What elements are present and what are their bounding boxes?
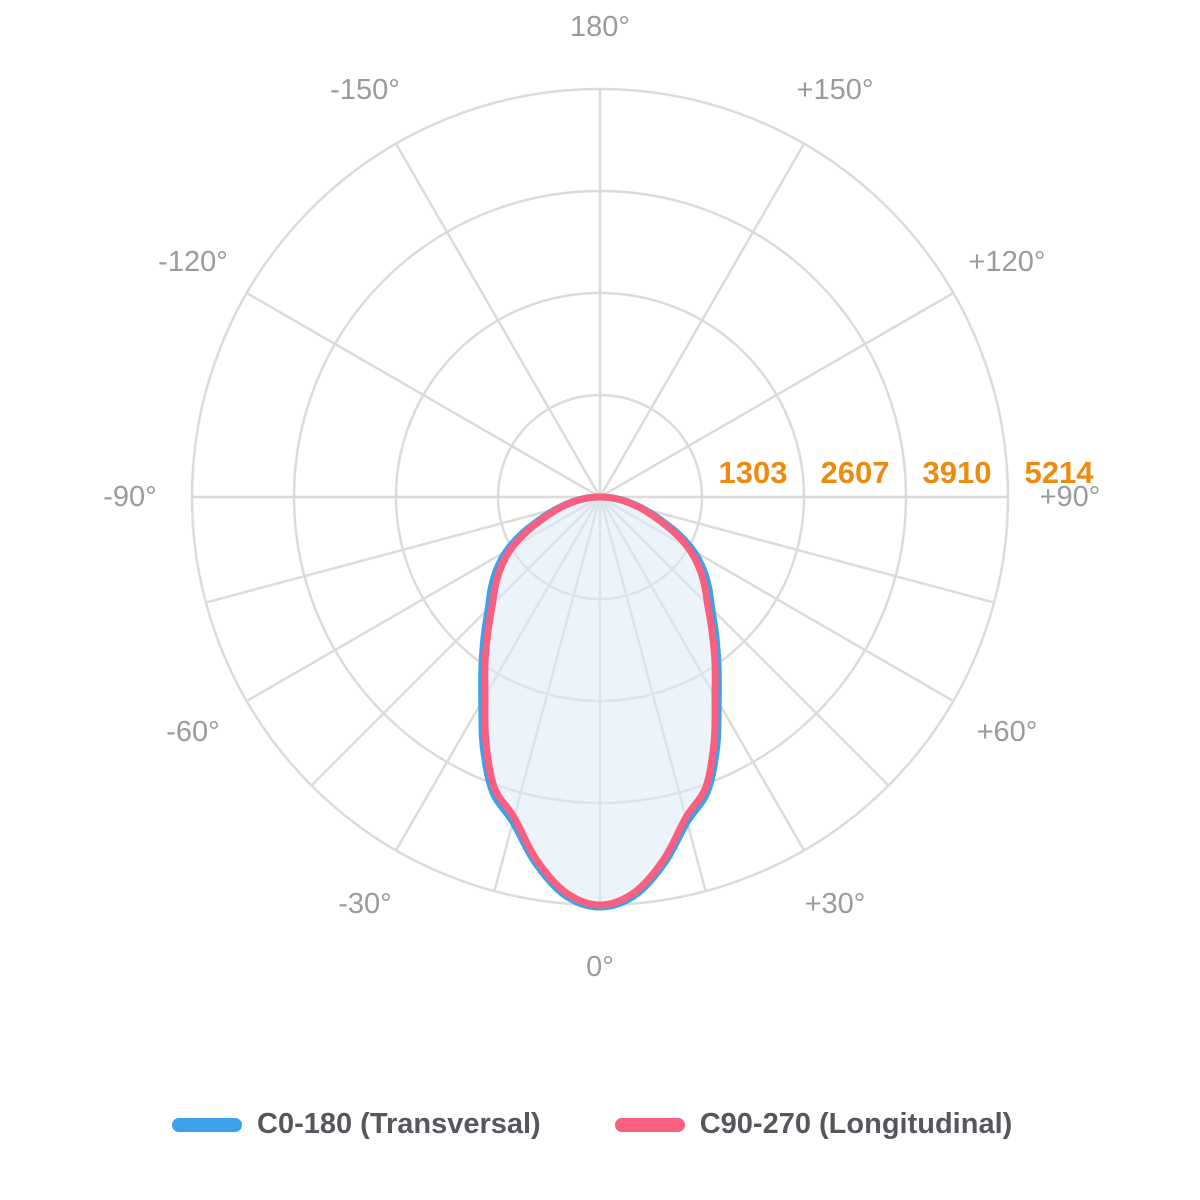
grid-spoke [599, 291, 954, 499]
angle-label: -60° [166, 716, 220, 748]
grid-spoke [246, 291, 601, 499]
grid-spoke [394, 143, 602, 498]
radial-tick-label: 2607 [821, 455, 890, 490]
legend-item-c0-180[interactable]: C0-180 (Transversal) [172, 1108, 541, 1141]
legend-swatch-c0-180 [172, 1117, 242, 1132]
angle-label: +60° [977, 716, 1038, 748]
angle-label: -30° [338, 888, 392, 920]
legend-item-c90-270[interactable]: C90-270 (Longitudinal) [614, 1108, 1013, 1141]
legend-label-c0-180: C0-180 (Transversal) [257, 1108, 541, 1140]
angle-labels: 180° -150° +150° -120° +120° -90° +90° -… [103, 11, 1100, 983]
beam-curves [478, 493, 722, 911]
radial-tick-label: 3910 [923, 455, 992, 490]
angle-label: -120° [158, 246, 228, 278]
legend: C0-180 (Transversal) C90-270 (Longitudin… [172, 1108, 1012, 1141]
angle-label: 180° [570, 11, 630, 43]
legend-swatch-c90-270 [614, 1117, 685, 1132]
radial-tick-label: 5214 [1025, 455, 1095, 490]
grid-spoke [598, 143, 806, 498]
angle-label: +150° [797, 74, 874, 106]
grid-spoke [205, 495, 601, 604]
legend-label-c90-270: C90-270 (Longitudinal) [699, 1108, 1013, 1140]
radial-tick-label: 1303 [719, 455, 788, 490]
angle-label: +90° [1040, 481, 1101, 513]
angle-label: -90° [103, 481, 157, 513]
radial-tick-labels: 1303 2607 3910 5214 [719, 455, 1095, 490]
beam-fill [481, 497, 719, 907]
grid-spoke [599, 495, 995, 604]
c90-270-curve [481, 493, 719, 909]
angle-label: +30° [805, 888, 866, 920]
angle-label: +120° [969, 246, 1046, 278]
angle-label: -150° [330, 74, 400, 106]
polar-chart: 180° -150° +150° -120° +120° -90° +90° -… [103, 11, 1100, 983]
angle-label: 0° [586, 951, 614, 983]
